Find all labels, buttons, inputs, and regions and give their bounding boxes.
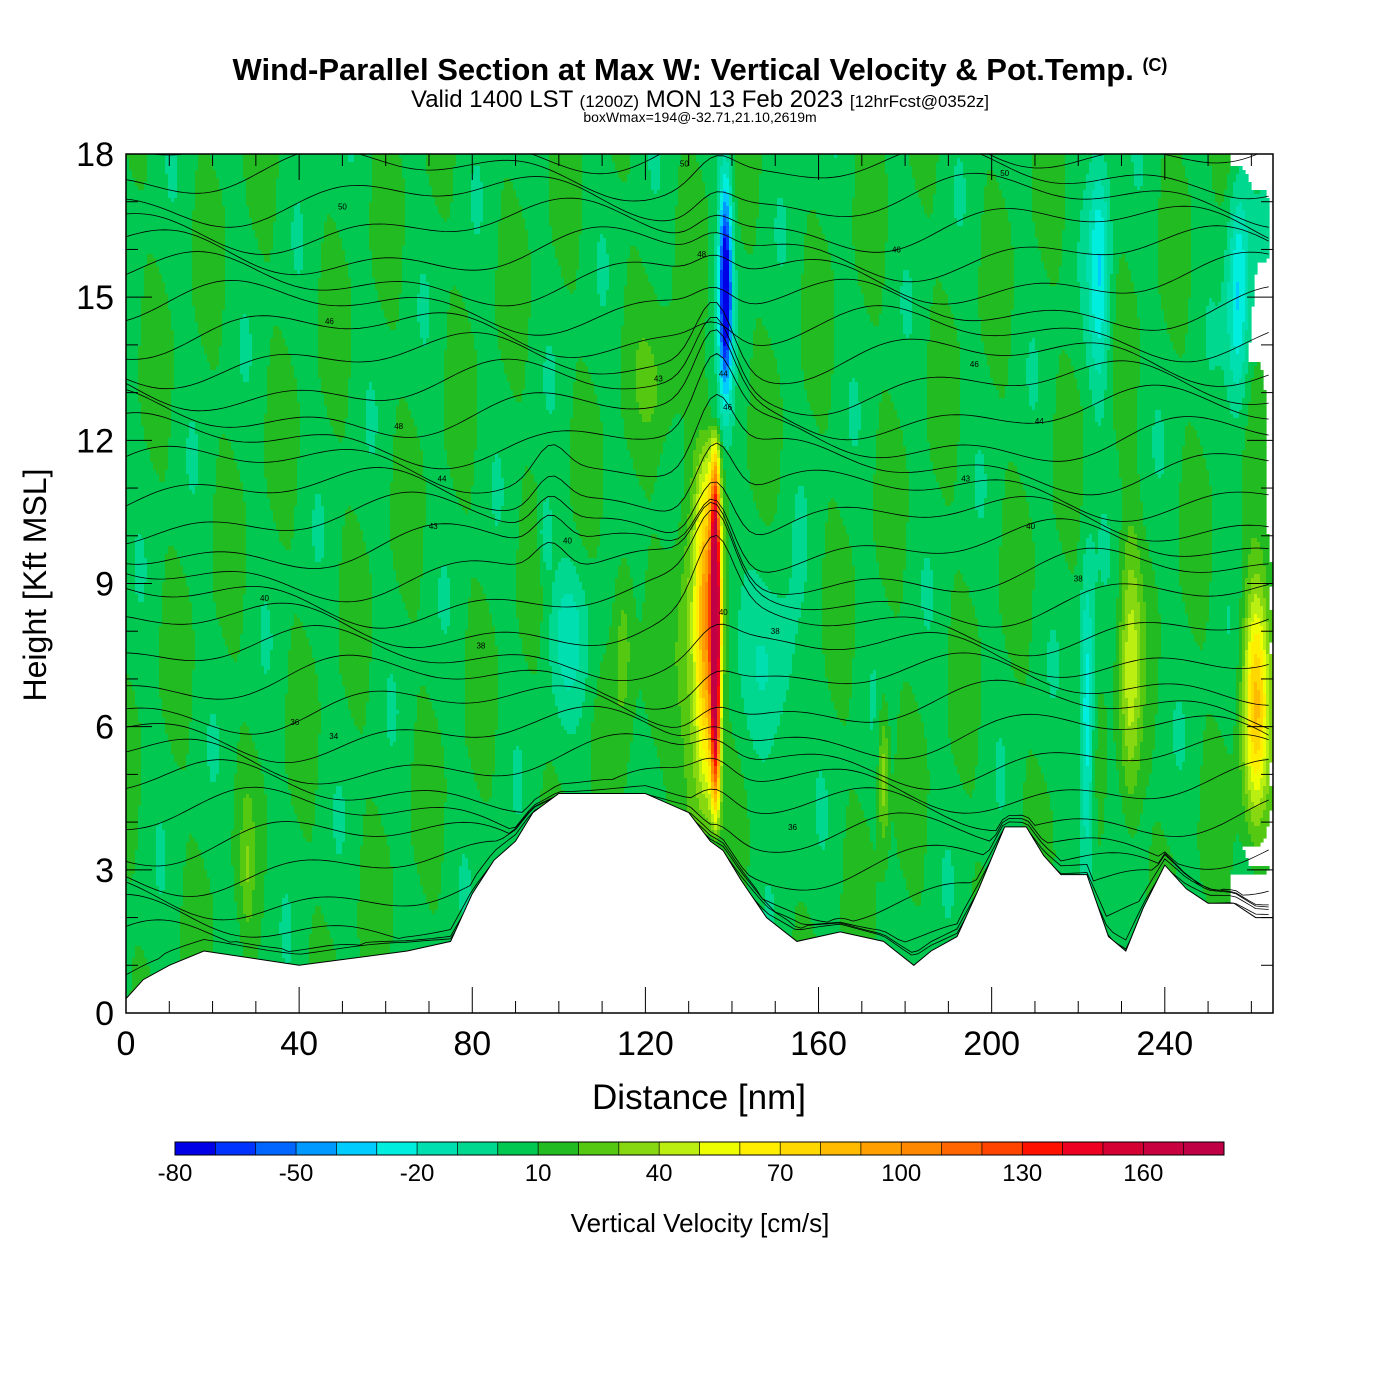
y-axis-label: Height [Kft MSL] xyxy=(17,469,53,702)
colorbar-swatch xyxy=(578,1142,620,1155)
isentrope-contours xyxy=(126,154,1269,976)
colorbar-swatch xyxy=(820,1142,862,1155)
colorbar-swatch xyxy=(659,1142,700,1155)
x-tick-label: 120 xyxy=(617,1025,674,1063)
isentrope-label: 40 xyxy=(1026,522,1035,531)
x-tick-label: 80 xyxy=(453,1025,491,1063)
isentrope-label: 34 xyxy=(329,732,338,741)
colorbar-tick-label: 10 xyxy=(525,1160,552,1187)
isentrope-label: 38 xyxy=(1074,575,1083,584)
x-tick-label: 200 xyxy=(963,1025,1020,1063)
chart-title: Wind-Parallel Section at Max W: Vertical… xyxy=(232,52,1168,87)
colorbar-tick-label: 160 xyxy=(1123,1160,1163,1187)
colorbar-swatch xyxy=(739,1142,781,1155)
colorbar-tick-label: 100 xyxy=(881,1160,921,1187)
isentrope-label: 36 xyxy=(290,718,299,727)
x-tick-label: 40 xyxy=(280,1025,318,1063)
copyright-mark: (C) xyxy=(1142,55,1168,75)
x-axis-label: Distance [nm] xyxy=(592,1078,806,1117)
colorbar-swatch xyxy=(1102,1142,1144,1155)
colorbar-swatch xyxy=(376,1142,418,1155)
colorbar-swatch xyxy=(255,1142,297,1155)
isentrope-label: 48 xyxy=(697,250,706,259)
y-tick-label: 6 xyxy=(95,709,114,747)
isentrope-label: 44 xyxy=(438,475,447,484)
isentrope-label: 46 xyxy=(723,403,732,412)
terrain xyxy=(125,793,1274,1014)
colorbar-swatch xyxy=(215,1142,257,1155)
colorbar-label: Vertical Velocity [cm/s] xyxy=(571,1208,830,1238)
isentrope-label: 50 xyxy=(680,160,689,169)
isentrope-label: 38 xyxy=(476,642,485,651)
isentrope-label: 36 xyxy=(788,823,797,832)
colorbar-swatch xyxy=(860,1142,902,1155)
colorbar-tick-label: 130 xyxy=(1002,1160,1042,1187)
isentrope-label: 44 xyxy=(1035,417,1044,426)
colorbar-swatch xyxy=(618,1142,660,1155)
isentrope-label: 46 xyxy=(892,245,901,254)
colorbar-swatch xyxy=(296,1142,337,1155)
isentrope-label: 40 xyxy=(719,608,728,617)
colorbar-swatch xyxy=(457,1142,499,1155)
y-tick-label: 12 xyxy=(76,422,114,460)
colorbar-swatch xyxy=(336,1142,378,1155)
isentrope-label: 46 xyxy=(325,317,334,326)
isentrope-labels: 50 50 50 48 46 46 46 44 43 46 48 44 44 43 43 40 40 38 40 40… xyxy=(260,160,1083,832)
colorbar-swatch xyxy=(941,1142,983,1155)
colorbar-swatch xyxy=(901,1142,943,1155)
colorbar-tick-label: -50 xyxy=(279,1160,314,1187)
colorbar-swatch xyxy=(175,1142,216,1155)
colorbar-swatch xyxy=(1022,1142,1064,1155)
colorbar-swatch xyxy=(417,1142,458,1155)
isentrope-label: 43 xyxy=(961,475,970,484)
isentrope-label: 40 xyxy=(563,537,572,546)
colorbar-tick-label: 40 xyxy=(646,1160,673,1187)
colorbar-tick-label: -20 xyxy=(400,1160,435,1187)
isentrope-label: 40 xyxy=(260,594,269,603)
y-tick-label: 15 xyxy=(76,279,114,317)
isentrope-label: 48 xyxy=(394,422,403,431)
colorbar-tick-label: -80 xyxy=(158,1160,193,1187)
colorbar-swatch xyxy=(780,1142,822,1155)
isentrope-label: 44 xyxy=(719,370,728,379)
colorbar-swatch xyxy=(1062,1142,1104,1155)
x-tick-label: 0 xyxy=(117,1025,136,1063)
boxwmax-note: boxWmax=194@-32.71,21.10,2619m xyxy=(583,109,817,125)
isentrope-label: 43 xyxy=(429,522,438,531)
isentrope-label: 50 xyxy=(338,202,347,211)
colorbar-swatch xyxy=(497,1142,539,1155)
chart-subtitle: Valid 1400 LST (1200Z) MON 13 Feb 2023 [… xyxy=(410,86,990,113)
colorbar-swatch xyxy=(981,1142,1023,1155)
colorbar-swatch xyxy=(1143,1142,1185,1155)
y-tick-label: 0 xyxy=(95,995,114,1033)
colorbar-swatch xyxy=(1183,1142,1225,1155)
colorbar-tick-label: 70 xyxy=(767,1160,794,1187)
colorbar-swatch xyxy=(538,1142,579,1155)
x-tick-label: 240 xyxy=(1136,1025,1193,1063)
y-tick-label: 18 xyxy=(76,136,114,174)
y-tick-label: 3 xyxy=(95,852,114,890)
isentrope-label: 38 xyxy=(771,627,780,636)
isentrope-label: 50 xyxy=(1000,169,1009,178)
isentrope-label: 43 xyxy=(654,374,663,383)
y-tick-label: 9 xyxy=(95,566,114,604)
x-tick-label: 160 xyxy=(790,1025,847,1063)
colorbar-swatch xyxy=(699,1142,741,1155)
colorbar: -80 -50 -20 10 40 70 100 130 160 xyxy=(158,1141,1225,1187)
isentrope-label: 46 xyxy=(970,360,979,369)
